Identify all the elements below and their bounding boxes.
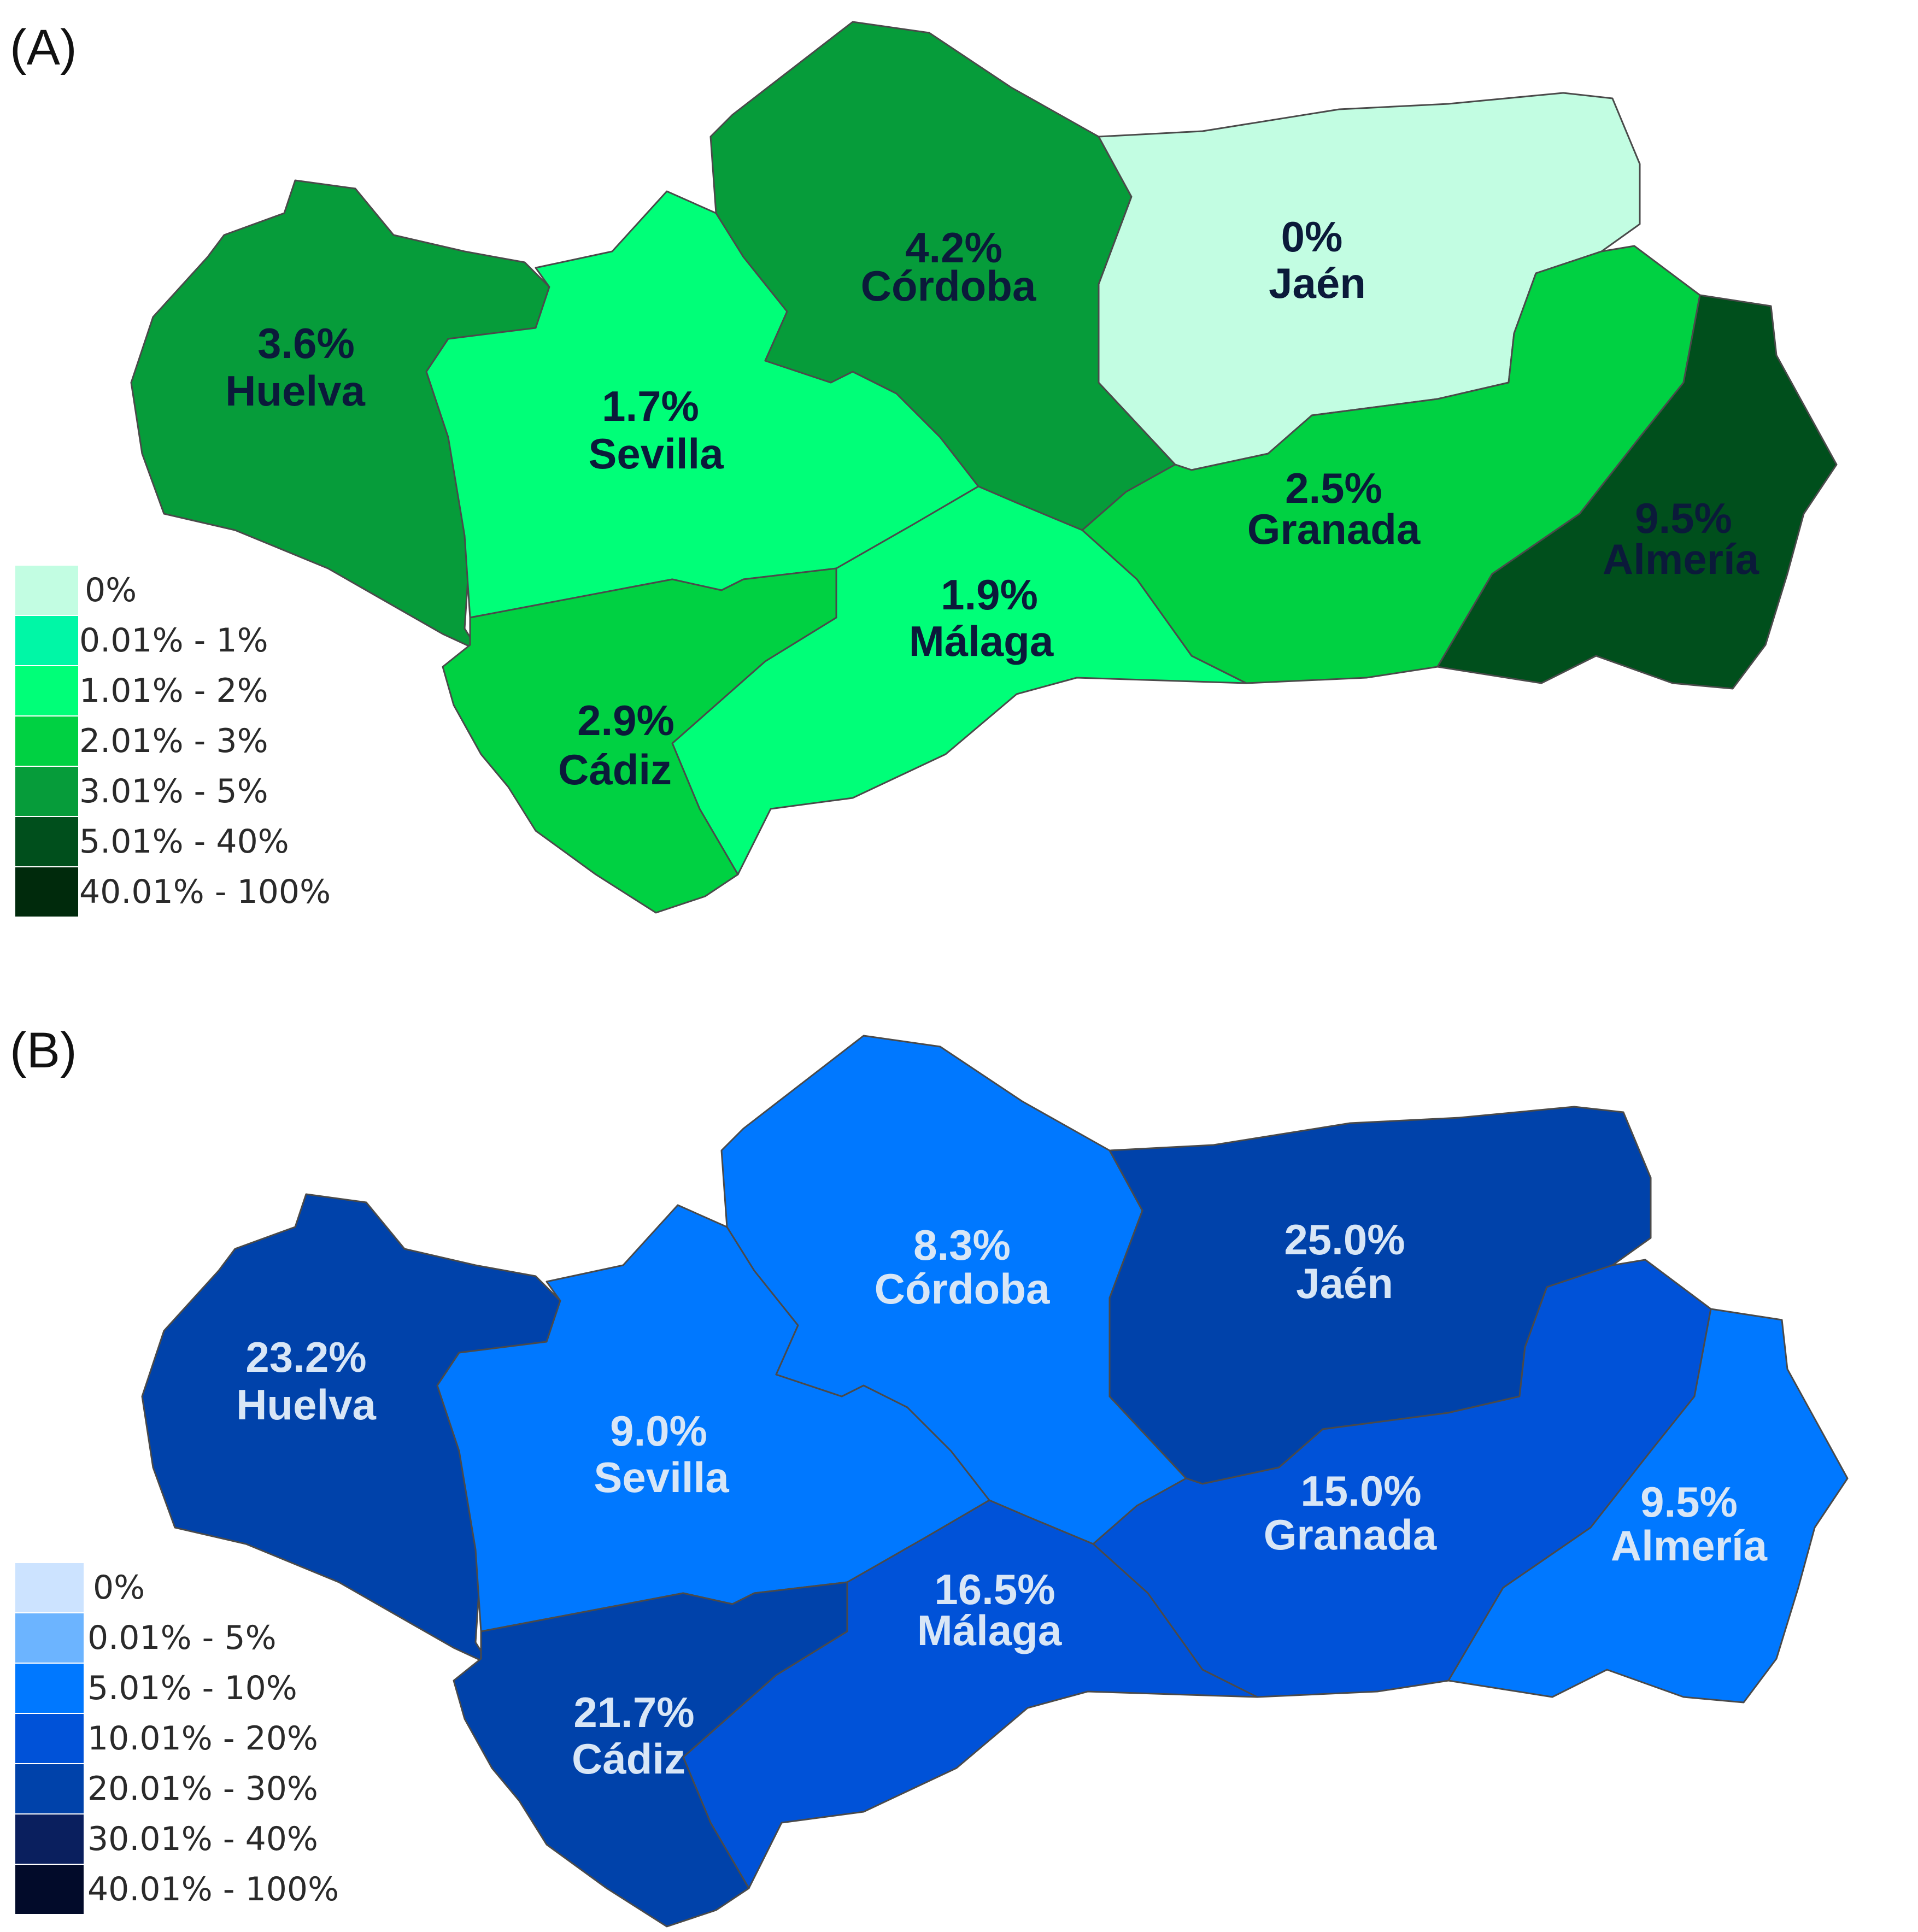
province-name-granada: Granada bbox=[1264, 1511, 1437, 1559]
legend-swatch bbox=[15, 1764, 84, 1813]
province-value-jaen: 0% bbox=[1281, 213, 1343, 261]
province-value-cadiz: 21.7% bbox=[573, 1688, 694, 1736]
choropleth-map: 3.6% Huelva 1.7% Sevilla 4.2% Córdoba 0%… bbox=[130, 21, 1838, 914]
province-name-huelva: Huelva bbox=[236, 1381, 376, 1429]
legend-swatch bbox=[15, 1613, 84, 1663]
province-value-almeria: 9.5% bbox=[1635, 494, 1732, 542]
legend-swatch bbox=[15, 817, 78, 866]
province-name-granada: Granada bbox=[1247, 505, 1421, 553]
province-cadiz bbox=[442, 567, 837, 914]
legend-label: 40.01% - 100% bbox=[87, 1870, 339, 1908]
province-name-almeria: Almería bbox=[1603, 535, 1759, 583]
legend-label: 3.01% - 5% bbox=[79, 772, 268, 811]
legend-label: 1.01% - 2% bbox=[79, 672, 268, 710]
province-value-cadiz: 2.9% bbox=[577, 696, 674, 744]
province-value-malaga: 1.9% bbox=[941, 571, 1038, 619]
province-value-almeria: 9.5% bbox=[1640, 1478, 1738, 1526]
legend-label: 2.01% - 3% bbox=[79, 722, 268, 760]
province-labels: 3.6% Huelva 1.7% Sevilla 4.2% Córdoba 0%… bbox=[225, 213, 1759, 794]
province-name-cadiz: Cádiz bbox=[558, 745, 672, 794]
province-value-granada: 2.5% bbox=[1285, 464, 1382, 512]
province-name-jaen: Jaén bbox=[1269, 259, 1366, 307]
panel-label: (B) bbox=[10, 1023, 77, 1078]
legend-swatch bbox=[15, 666, 78, 715]
legend-swatch bbox=[15, 1865, 84, 1914]
legend-label: 40.01% - 100% bbox=[79, 873, 331, 911]
legend-label: 0.01% - 5% bbox=[87, 1619, 277, 1657]
province-value-jaen: 25.0% bbox=[1284, 1215, 1405, 1264]
legend-swatch bbox=[15, 867, 78, 917]
legend-label: 30.01% - 40% bbox=[87, 1820, 318, 1858]
province-value-huelva: 3.6% bbox=[257, 319, 355, 367]
legend: 0% 0.01% - 1% 1.01% - 2% 2.01% - 3% 3.01… bbox=[15, 566, 331, 917]
province-name-almeria: Almería bbox=[1611, 1522, 1768, 1570]
legend-swatch bbox=[15, 1714, 84, 1763]
legend-label: 5.01% - 40% bbox=[79, 823, 289, 861]
province-value-sevilla: 1.7% bbox=[602, 382, 699, 430]
legend-swatch bbox=[15, 1814, 84, 1864]
legend-swatch bbox=[15, 616, 78, 665]
legend-swatch bbox=[15, 717, 78, 766]
province-name-sevilla: Sevilla bbox=[588, 430, 724, 478]
legend-label: 0.01% - 1% bbox=[79, 621, 268, 660]
province-labels: 23.2% Huelva 9.0% Sevilla 8.3% Córdoba 2… bbox=[236, 1215, 1768, 1783]
legend-swatch bbox=[15, 1664, 84, 1713]
province-name-cadiz: Cádiz bbox=[572, 1735, 685, 1783]
province-value-cordoba: 8.3% bbox=[913, 1221, 1011, 1269]
province-value-malaga: 16.5% bbox=[934, 1565, 1055, 1613]
legend-swatch bbox=[15, 767, 78, 816]
legend-label: 0% bbox=[85, 571, 137, 609]
panel-a: (A) 3.6% Huelva 1.7% Sevilla 4.2% Córdob… bbox=[10, 20, 1838, 917]
legend-swatch bbox=[15, 1563, 84, 1612]
panel-label: (A) bbox=[10, 20, 77, 75]
province-value-sevilla: 9.0% bbox=[610, 1407, 707, 1455]
province-almeria bbox=[1436, 294, 1838, 690]
choropleth-map: 23.2% Huelva 9.0% Sevilla 8.3% Córdoba 2… bbox=[141, 1035, 1849, 1928]
province-name-huelva: Huelva bbox=[225, 367, 365, 415]
province-value-huelva: 23.2% bbox=[245, 1333, 366, 1381]
province-almeria bbox=[1447, 1308, 1849, 1704]
panel-b: (B) 23.2% Huelva 9.0% Sevilla 8.3% Córdo… bbox=[10, 1023, 1849, 1928]
legend-swatch bbox=[15, 566, 78, 615]
legend: 0% 0.01% - 5% 5.01% - 10% 10.01% - 20% 2… bbox=[15, 1563, 339, 1914]
province-value-granada: 15.0% bbox=[1300, 1467, 1421, 1515]
province-name-jaen: Jaén bbox=[1296, 1259, 1393, 1307]
province-name-cordoba: Córdoba bbox=[861, 262, 1036, 310]
province-name-malaga: Málaga bbox=[909, 617, 1054, 665]
province-value-cordoba: 4.2% bbox=[905, 224, 1002, 272]
province-name-malaga: Málaga bbox=[917, 1606, 1062, 1654]
province-cadiz bbox=[453, 1581, 848, 1928]
province-name-sevilla: Sevilla bbox=[594, 1453, 729, 1501]
legend-label: 5.01% - 10% bbox=[87, 1669, 297, 1707]
legend-label: 0% bbox=[93, 1569, 145, 1607]
province-name-cordoba: Córdoba bbox=[875, 1265, 1050, 1313]
legend-label: 20.01% - 30% bbox=[87, 1770, 318, 1808]
legend-label: 10.01% - 20% bbox=[87, 1719, 318, 1758]
